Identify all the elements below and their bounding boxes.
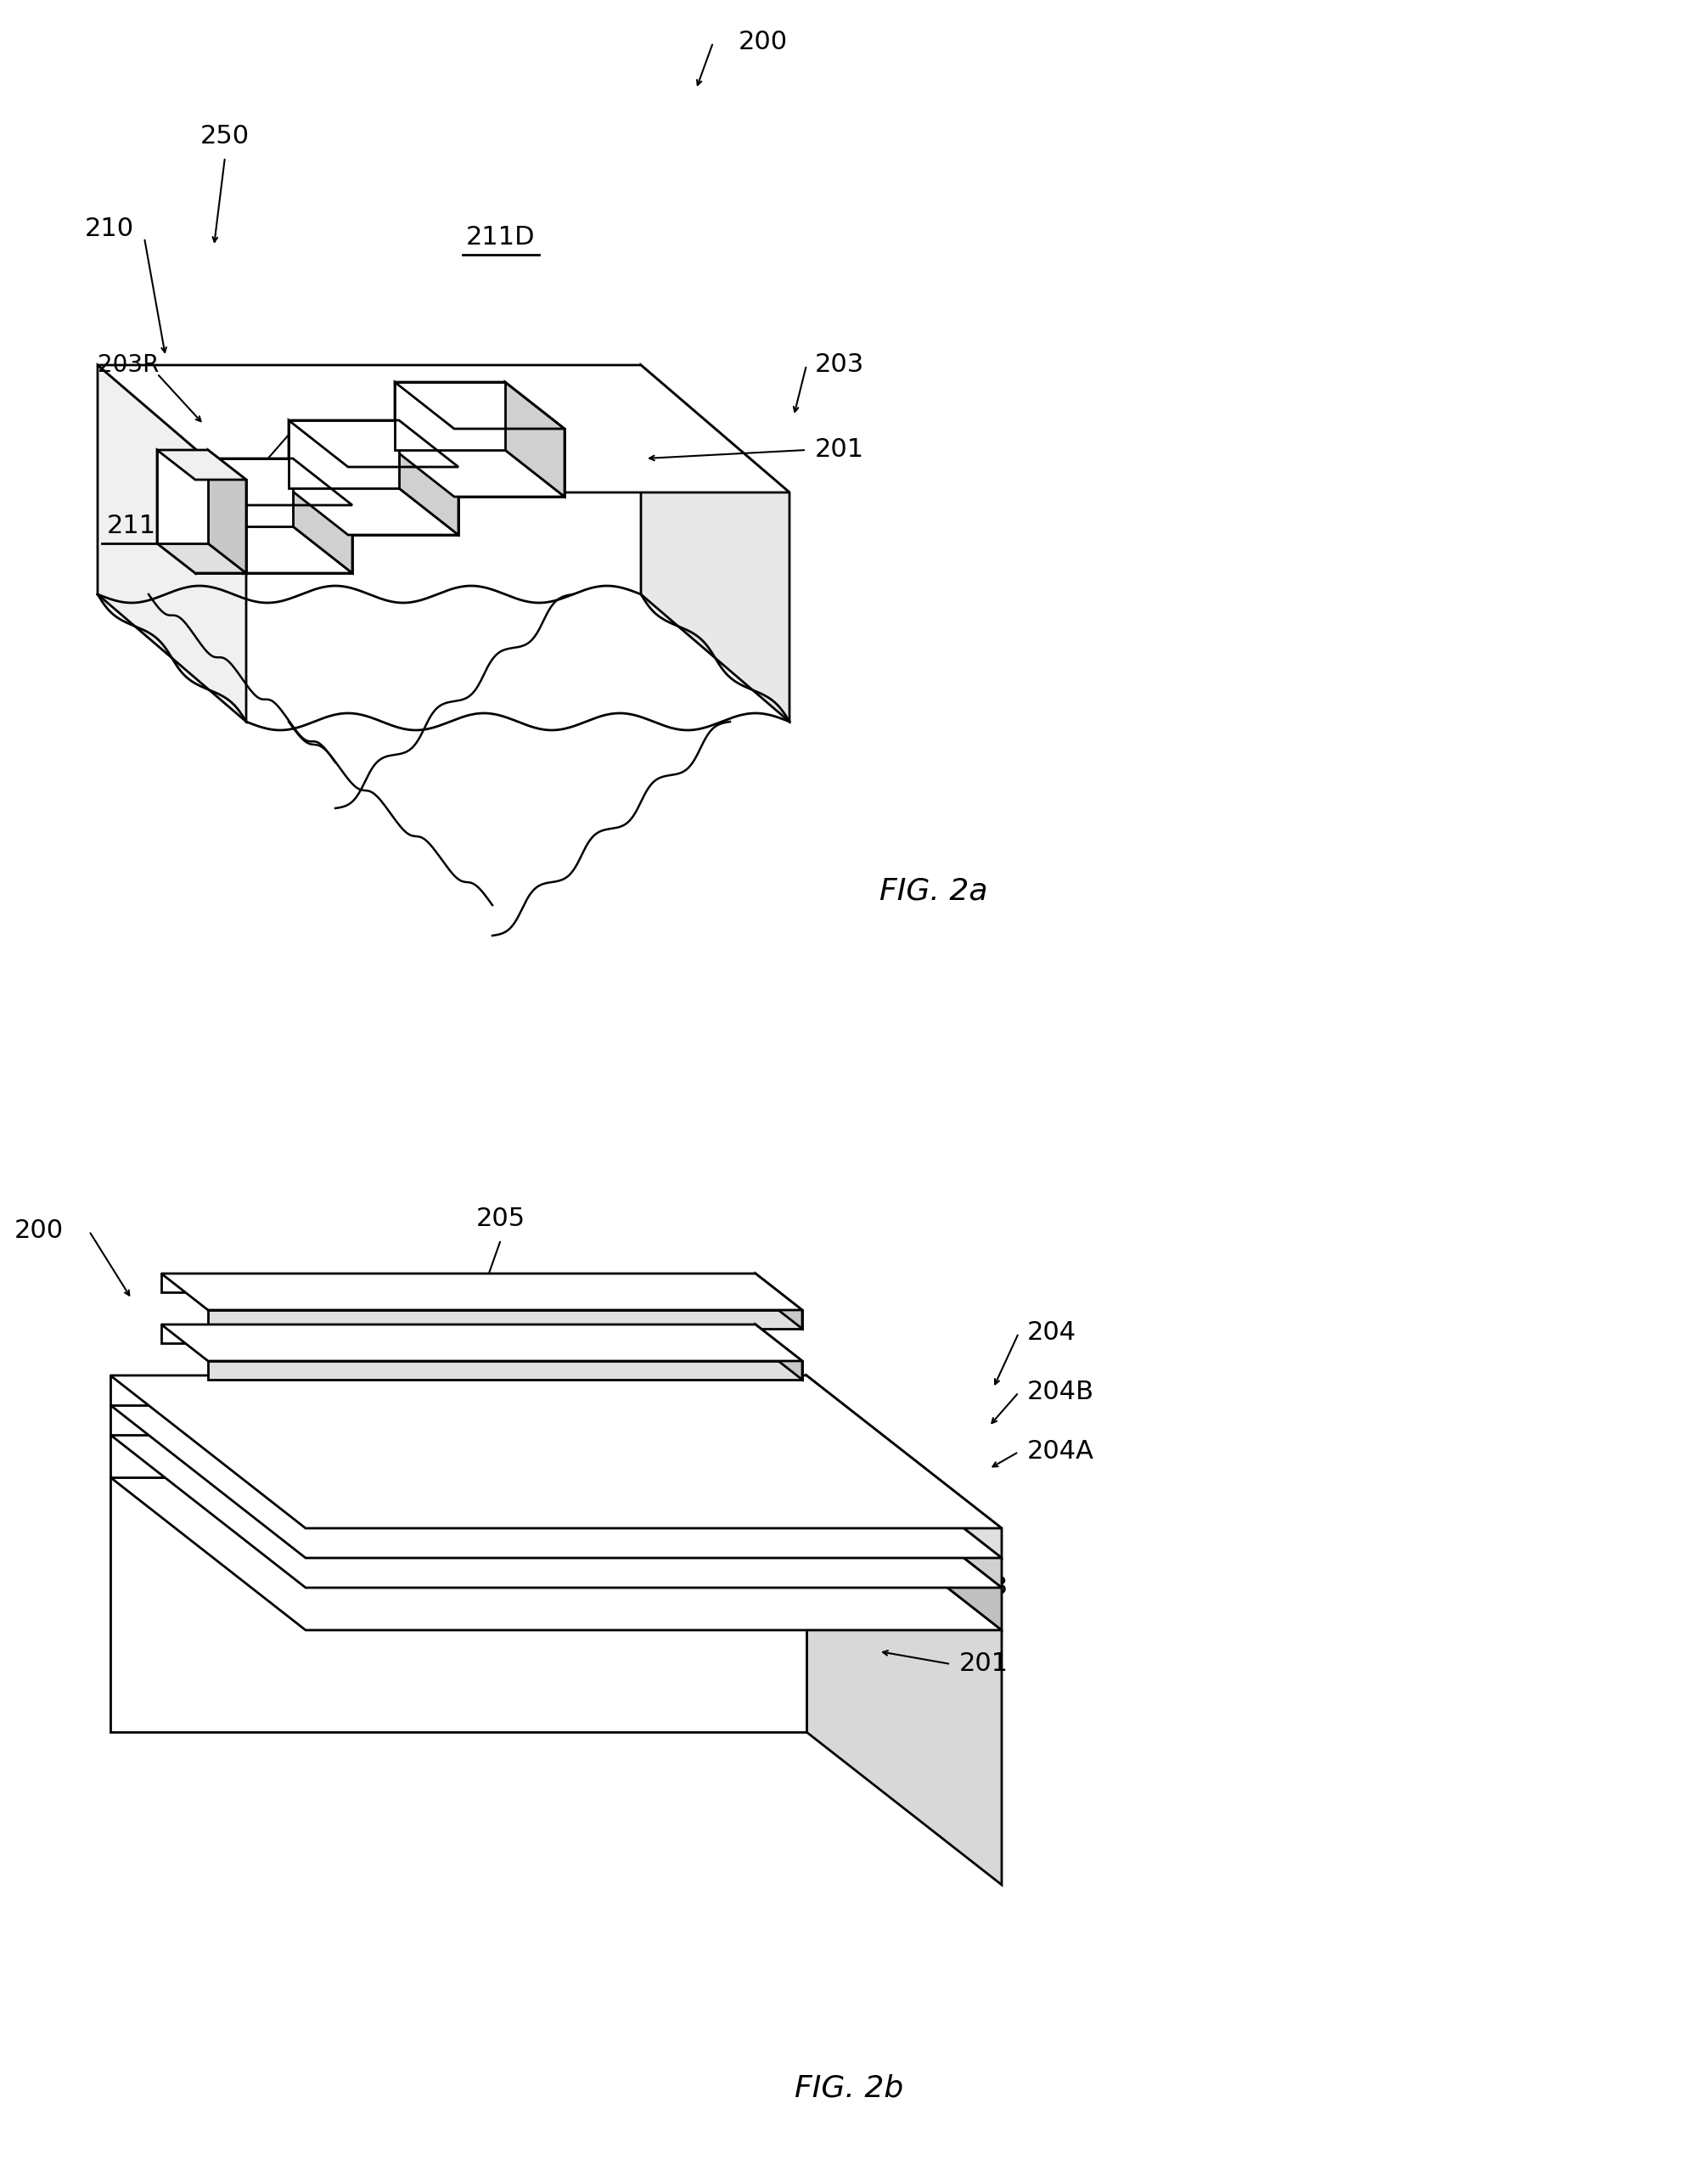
Text: 203R: 203R: [183, 467, 244, 491]
Text: 203: 203: [960, 1575, 1009, 1599]
Polygon shape: [97, 364, 789, 493]
Polygon shape: [806, 1375, 1001, 1558]
Polygon shape: [208, 1362, 803, 1379]
Polygon shape: [208, 449, 246, 574]
Polygon shape: [400, 421, 458, 535]
Polygon shape: [157, 449, 195, 574]
Polygon shape: [111, 1436, 806, 1477]
Polygon shape: [111, 1436, 1001, 1588]
Polygon shape: [395, 449, 565, 497]
Polygon shape: [395, 382, 506, 449]
Polygon shape: [208, 1309, 803, 1329]
Polygon shape: [157, 543, 246, 574]
Text: 203R: 203R: [97, 353, 159, 377]
Polygon shape: [161, 1274, 755, 1292]
Text: 200: 200: [14, 1220, 63, 1244]
Polygon shape: [195, 480, 246, 574]
Polygon shape: [806, 1436, 1001, 1630]
Polygon shape: [157, 449, 246, 480]
Polygon shape: [111, 1405, 1001, 1558]
Polygon shape: [97, 364, 246, 722]
Text: 205: 205: [477, 1207, 526, 1231]
Polygon shape: [640, 364, 789, 722]
Text: 211D: 211D: [466, 225, 535, 251]
Polygon shape: [806, 1477, 1001, 1885]
Text: 204B: 204B: [1027, 1379, 1095, 1405]
Text: 201: 201: [815, 439, 864, 463]
Polygon shape: [289, 421, 348, 535]
Polygon shape: [111, 1405, 806, 1436]
Text: 201: 201: [960, 1652, 1009, 1676]
Polygon shape: [161, 1324, 755, 1344]
Polygon shape: [292, 458, 352, 574]
Text: 211S: 211S: [108, 515, 173, 539]
Polygon shape: [183, 458, 292, 526]
Polygon shape: [161, 1324, 803, 1362]
Polygon shape: [183, 458, 243, 574]
Text: 203R: 203R: [263, 524, 325, 548]
Polygon shape: [289, 489, 458, 535]
Polygon shape: [157, 449, 208, 543]
Polygon shape: [243, 506, 352, 574]
Polygon shape: [755, 1274, 803, 1329]
Text: 210: 210: [85, 216, 135, 242]
Polygon shape: [395, 382, 454, 497]
Text: 203: 203: [815, 353, 864, 377]
Polygon shape: [755, 1324, 803, 1379]
Text: 200: 200: [738, 31, 787, 55]
Text: 250: 250: [200, 124, 249, 148]
Polygon shape: [111, 1375, 1001, 1527]
Text: 204: 204: [1027, 1320, 1076, 1346]
Polygon shape: [506, 382, 565, 497]
Text: FIG. 2a: FIG. 2a: [880, 877, 987, 906]
Polygon shape: [806, 1405, 1001, 1588]
Polygon shape: [161, 1274, 803, 1309]
Polygon shape: [111, 1477, 806, 1733]
Text: 204A: 204A: [1027, 1440, 1095, 1464]
Polygon shape: [111, 1375, 806, 1405]
Polygon shape: [111, 1477, 1001, 1630]
Text: FIG. 2b: FIG. 2b: [794, 2075, 904, 2103]
Polygon shape: [289, 421, 400, 489]
Polygon shape: [348, 467, 458, 535]
Polygon shape: [454, 428, 565, 497]
Polygon shape: [183, 526, 352, 574]
